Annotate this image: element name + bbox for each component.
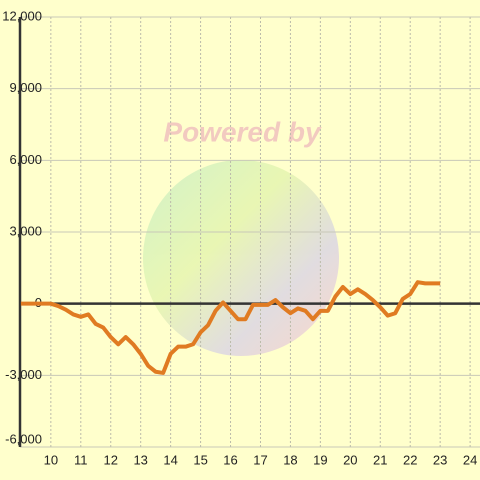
- y-tick-label: 9,000: [9, 80, 42, 95]
- x-tick-label: 21: [373, 452, 387, 467]
- x-tick-label: 24: [463, 452, 477, 467]
- y-tick-label: 3,000: [9, 223, 42, 238]
- x-tick-label: 12: [104, 452, 118, 467]
- watermark-text: Powered by: [163, 116, 322, 147]
- x-tick-label: 15: [193, 452, 207, 467]
- x-tick-label: 11: [74, 452, 88, 467]
- x-tick-label: 18: [283, 452, 297, 467]
- x-tick-label: 10: [44, 452, 58, 467]
- x-tick-label: 20: [343, 452, 357, 467]
- y-tick-label: 12,000: [2, 8, 42, 23]
- x-tick-label: 19: [313, 452, 327, 467]
- x-tick-label: 23: [433, 452, 447, 467]
- x-tick-label: 22: [403, 452, 417, 467]
- y-tick-label: -6,000: [5, 431, 42, 446]
- watermark-logo: [143, 160, 339, 356]
- x-tick-label: 14: [163, 452, 177, 467]
- y-tick-label: -3,000: [5, 367, 42, 382]
- y-tick-label: 6,000: [9, 152, 42, 167]
- x-tick-label: 16: [223, 452, 237, 467]
- x-tick-label: 13: [133, 452, 147, 467]
- x-tick-label: 17: [253, 452, 267, 467]
- data-line: [20, 280, 441, 375]
